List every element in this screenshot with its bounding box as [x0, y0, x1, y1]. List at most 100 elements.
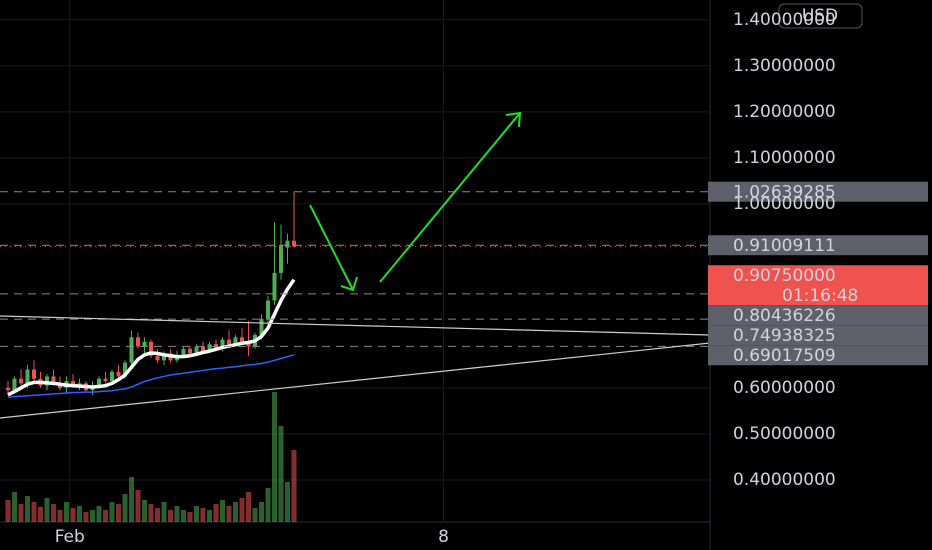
candle-body [51, 376, 56, 384]
volume-bar [115, 504, 121, 522]
price-label: 0.91009111 [733, 236, 836, 256]
x-tick-label: Feb [55, 527, 85, 547]
volume-bar [102, 510, 108, 522]
volume-bar [174, 506, 180, 522]
volume-bar [161, 502, 167, 522]
volume-bar [89, 510, 95, 522]
candle-body [142, 341, 147, 347]
price-label-box [708, 305, 928, 326]
volume-bar [122, 494, 128, 522]
candle-body [103, 378, 108, 382]
candle-body [226, 339, 231, 345]
price-label-box [708, 181, 928, 202]
candle-body [129, 337, 134, 363]
volume-bar [141, 500, 147, 522]
candle-body [5, 387, 10, 391]
volume-bar [258, 502, 264, 522]
volume-bar [219, 500, 225, 522]
candle-body [181, 348, 186, 356]
candle-body [233, 337, 238, 345]
candle-body [239, 337, 244, 342]
price-label: 0.74938325 [733, 326, 836, 346]
price-labels: 1.026392850.910091110.9075000001:16:480.… [708, 181, 928, 366]
candle-body [25, 369, 30, 384]
moving-average [7, 278, 296, 397]
volume-bar [193, 506, 199, 522]
candle-body [200, 346, 205, 352]
volume-bar [278, 426, 284, 522]
price-label: 0.80436226 [733, 306, 836, 326]
volume-bar [180, 510, 186, 522]
volume-bar [76, 506, 82, 522]
currency-button[interactable] [778, 3, 863, 29]
volume-bar [265, 488, 271, 522]
candle-body [12, 378, 17, 391]
volume-bar [57, 510, 63, 522]
volume-bar [18, 504, 24, 522]
volume-bar [37, 507, 43, 522]
candle-body [109, 371, 114, 382]
volume-bar [232, 502, 238, 522]
volume-bar [154, 508, 160, 522]
volume-bar [252, 508, 258, 522]
last-price-label: 0.90750000 [733, 266, 836, 286]
y-tick-label: 1.20000000 [733, 102, 836, 122]
arrow-drawing [309, 111, 522, 292]
plot [0, 0, 710, 522]
price-label: 0.69017509 [733, 346, 836, 366]
volume-bar [291, 450, 297, 522]
moving-average [7, 354, 295, 398]
volume-bar [135, 490, 141, 522]
trend-line [0, 315, 711, 336]
volume-bar [200, 508, 206, 522]
volume-bar [206, 510, 212, 522]
y-tick-label: 1.30000000 [733, 56, 836, 76]
price-label-box [708, 345, 928, 366]
candle-body [220, 339, 225, 349]
candle-body [135, 337, 140, 347]
candle-body [44, 376, 49, 386]
volume-bar [11, 492, 17, 522]
volume-bar [44, 498, 50, 522]
candle-body [31, 369, 36, 379]
volume-bar [5, 500, 11, 522]
volume-bar [148, 504, 154, 522]
volume-bar [245, 492, 251, 522]
candle-body [265, 300, 270, 319]
candle-body [285, 240, 290, 248]
price-label: 1.02639285 [733, 183, 836, 203]
volume-bar [128, 477, 134, 522]
x-tick-label: 8 [438, 527, 449, 547]
volume-bar [187, 512, 193, 522]
candle-body [18, 378, 23, 384]
volume-bar [239, 498, 245, 522]
trend-line [0, 342, 711, 419]
candle-body [96, 378, 101, 386]
candle-body [70, 381, 75, 386]
volume-bar [109, 502, 115, 522]
y-tick-label: 0.60000000 [733, 378, 836, 398]
candle-body [161, 353, 166, 361]
candle-body [246, 341, 251, 347]
candle-body [207, 344, 212, 352]
volume-bar [284, 482, 290, 522]
candle-body [259, 318, 264, 336]
candle-body [116, 371, 121, 377]
volume-bar [226, 506, 232, 522]
currency-label: USD [802, 6, 838, 26]
volume-bar [50, 504, 56, 522]
candle-body [194, 346, 199, 354]
price-label-box [708, 325, 928, 346]
y-tick-label: 0.50000000 [733, 424, 836, 444]
y-tick-label: 0.40000000 [733, 470, 836, 490]
price-label-box [708, 235, 928, 256]
candle-body [291, 240, 296, 247]
volume-bar [271, 392, 277, 522]
volume-bar [167, 510, 173, 522]
volume-bar [70, 508, 76, 522]
candle-body [155, 355, 160, 361]
countdown-label: 01:16:48 [782, 286, 858, 306]
candle-body [272, 272, 277, 301]
volume-bar [83, 512, 89, 522]
last-price-box [708, 265, 928, 306]
